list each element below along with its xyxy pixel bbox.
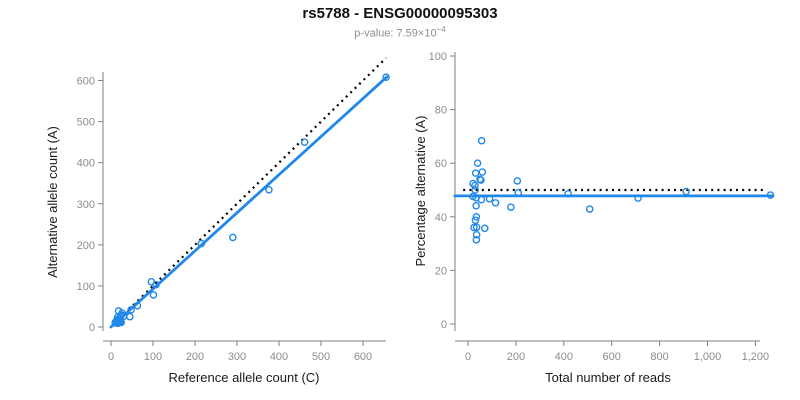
- data-point: [766, 191, 775, 199]
- y-tick-label: 0: [89, 322, 95, 334]
- data-point: [117, 318, 125, 327]
- x-tick-label: 600: [603, 351, 621, 363]
- y-tick-label: 60: [435, 158, 447, 170]
- data-point: [471, 216, 480, 225]
- data-point: [514, 188, 523, 197]
- data-point: [197, 239, 206, 248]
- y-tick-label: 80: [435, 105, 447, 117]
- y-tick-label: 400: [77, 158, 95, 170]
- identity-line: [110, 57, 387, 328]
- left-scatter-plot: 0 100 200 300 400 500 600 Reference allele coun…: [45, 57, 390, 385]
- data-point: [513, 177, 522, 185]
- x-tick-label: 1,200: [742, 351, 770, 363]
- x-tick-label: 500: [312, 351, 330, 363]
- y-tick-label: 40: [435, 212, 447, 224]
- data-point: [228, 233, 237, 242]
- data-point: [585, 205, 594, 213]
- x-tick-label: 400: [270, 351, 288, 363]
- y-tick-label: 100: [429, 51, 447, 63]
- p-value-subtitle: p-value: 7.59×10−4: [0, 25, 800, 40]
- x-tick-label: 600: [354, 351, 372, 363]
- x-tick-label: 100: [144, 351, 162, 363]
- data-point: [472, 212, 481, 221]
- data-point: [473, 159, 482, 167]
- data-point: [480, 224, 489, 233]
- data-point: [472, 223, 481, 232]
- y-tick-label: 200: [77, 240, 95, 252]
- y-tick-label: 20: [435, 265, 447, 277]
- data-point: [469, 179, 477, 188]
- figure-title: rs5788 - ENSG00000095303: [302, 5, 498, 22]
- data-point: [485, 195, 494, 203]
- x-axis-title: Reference allele count (C): [168, 370, 319, 385]
- data-point: [477, 176, 485, 184]
- data-point: [133, 301, 142, 310]
- p-value-text: p-value: 7.59×10: [354, 27, 437, 40]
- y-axis-title: Alternative allele count (A): [45, 126, 60, 278]
- x-tick-label: 300: [228, 351, 246, 363]
- x-tick-label: 0: [108, 351, 114, 363]
- data-point: [682, 187, 690, 196]
- regression-line: [109, 75, 389, 329]
- data-point: [471, 181, 479, 190]
- data-point: [564, 189, 572, 198]
- y-tick-label: 100: [77, 281, 95, 293]
- data-point: [300, 138, 309, 146]
- data-point: [382, 73, 390, 82]
- y-axis-title: Percentage alternative (A): [413, 115, 428, 266]
- data-point: [126, 312, 134, 321]
- x-tick-label: 200: [186, 351, 204, 363]
- data-point: [470, 223, 478, 232]
- data-point: [491, 199, 500, 207]
- x-tick-label: 0: [465, 351, 471, 363]
- data-point: [507, 203, 515, 211]
- x-tick-label: 200: [507, 351, 525, 363]
- data-point: [477, 136, 486, 145]
- x-tick-label: 400: [555, 351, 573, 363]
- data-point: [472, 236, 481, 244]
- data-point: [634, 194, 642, 202]
- data-point: [471, 186, 479, 194]
- p-value-exponent: −4: [436, 25, 446, 34]
- data-point: [127, 305, 135, 314]
- data-point: [149, 291, 158, 299]
- data-point: [152, 280, 160, 289]
- x-axis-title: Total number of reads: [545, 370, 671, 385]
- data-point: [478, 168, 487, 176]
- x-tick-label: 1,000: [694, 351, 722, 363]
- x-tick-label: 800: [650, 351, 668, 363]
- y-tick-label: 300: [77, 199, 95, 211]
- data-point: [265, 185, 273, 194]
- data-point: [471, 169, 480, 177]
- data-point: [472, 202, 480, 210]
- y-tick-label: 500: [77, 117, 95, 129]
- y-tick-label: 600: [77, 76, 95, 88]
- data-point: [477, 195, 486, 204]
- y-tick-label: 0: [441, 319, 447, 331]
- data-point: [472, 230, 481, 239]
